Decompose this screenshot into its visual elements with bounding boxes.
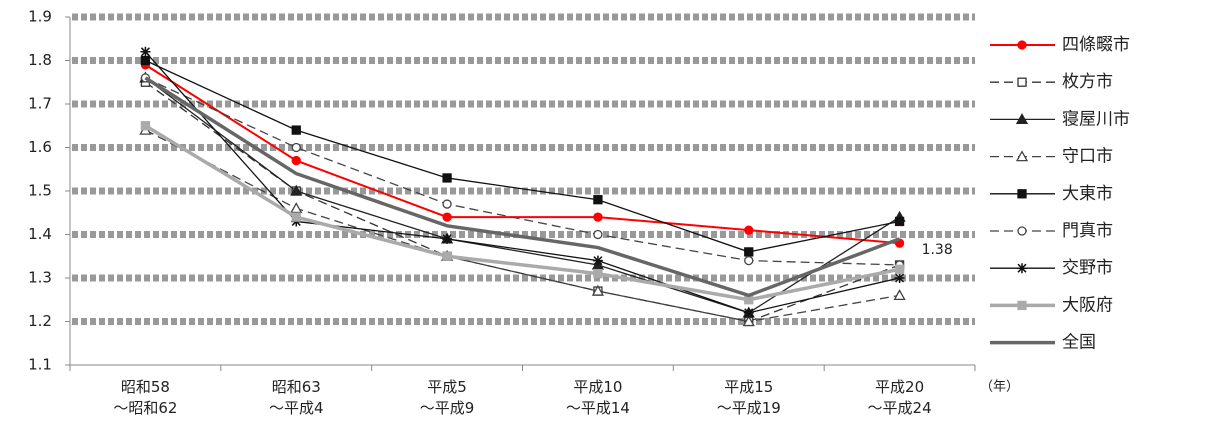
y-tick-label: 1.7 bbox=[28, 95, 52, 113]
x-tick-label: 平成10 ～平成14 bbox=[565, 378, 630, 417]
line bbox=[145, 59, 900, 253]
marker bbox=[1015, 150, 1029, 162]
marker bbox=[744, 225, 754, 235]
marker bbox=[1017, 40, 1027, 50]
line bbox=[145, 81, 900, 323]
legend-label: 枚方市 bbox=[1062, 72, 1113, 92]
marker bbox=[593, 195, 603, 205]
x-tick-label: 昭和58 ～昭和62 bbox=[113, 378, 178, 417]
marker bbox=[290, 202, 303, 214]
marker bbox=[893, 289, 906, 301]
y-tick-label: 1.9 bbox=[28, 8, 52, 26]
line bbox=[144, 64, 900, 245]
x-tick-label: 平成20 ～平成24 bbox=[867, 378, 932, 417]
legend-label: 守口市 bbox=[1062, 147, 1113, 167]
marker bbox=[291, 142, 301, 153]
line bbox=[145, 129, 900, 323]
marker bbox=[442, 199, 452, 209]
legend-label: 交野市 bbox=[1062, 258, 1113, 278]
marker bbox=[592, 255, 603, 266]
x-tick-label: 平成15 ～平成19 bbox=[716, 378, 781, 417]
legend-label: 全国 bbox=[1062, 333, 1096, 353]
x-tick-label: 昭和63 ～平成4 bbox=[268, 378, 324, 417]
marker bbox=[442, 233, 453, 244]
series bbox=[140, 121, 905, 305]
y-tick-label: 1.4 bbox=[28, 225, 52, 243]
y-tick-label: 1.8 bbox=[28, 51, 52, 69]
marker bbox=[894, 273, 905, 283]
marker bbox=[291, 125, 301, 135]
y-tick-label: 1.5 bbox=[28, 182, 52, 200]
marker bbox=[593, 212, 603, 222]
legend-label: 門真市 bbox=[1062, 221, 1113, 241]
marker bbox=[894, 216, 905, 227]
marker bbox=[593, 229, 603, 240]
line bbox=[144, 124, 900, 302]
series bbox=[140, 60, 905, 248]
marker bbox=[591, 284, 605, 296]
y-tick-label: 1.1 bbox=[28, 356, 52, 374]
series bbox=[140, 77, 905, 327]
legend-label: 寝屋川市 bbox=[1062, 108, 1130, 129]
marker bbox=[744, 247, 754, 257]
y-tick-label: 1.2 bbox=[28, 312, 52, 330]
series bbox=[140, 46, 905, 318]
legend-label: 四條畷市 bbox=[1062, 35, 1130, 55]
marker bbox=[140, 121, 151, 131]
marker bbox=[744, 255, 754, 266]
marker bbox=[442, 251, 452, 261]
x-tick-label: 平成5 ～平成9 bbox=[419, 378, 475, 417]
marker bbox=[1017, 77, 1027, 87]
marker bbox=[1017, 263, 1027, 274]
marker bbox=[593, 268, 603, 279]
marker bbox=[290, 184, 303, 196]
marker bbox=[894, 264, 905, 274]
legend-label: 大阪府 bbox=[1062, 295, 1113, 315]
marker bbox=[1015, 113, 1029, 125]
line bbox=[145, 77, 900, 266]
marker bbox=[140, 55, 151, 66]
marker bbox=[1017, 300, 1027, 311]
data-label: 1.38 bbox=[922, 242, 953, 258]
marker bbox=[743, 307, 754, 318]
marker bbox=[291, 155, 301, 166]
series bbox=[140, 55, 905, 257]
line bbox=[144, 51, 900, 314]
marker bbox=[1017, 226, 1027, 236]
marker bbox=[442, 173, 452, 183]
marker bbox=[742, 315, 755, 327]
marker bbox=[140, 46, 151, 57]
y-tick-label: 1.3 bbox=[28, 269, 52, 287]
legend-label: 大東市 bbox=[1062, 184, 1113, 204]
marker bbox=[291, 212, 301, 222]
marker bbox=[1017, 189, 1027, 199]
line bbox=[145, 77, 900, 314]
line bbox=[144, 76, 901, 298]
y-tick-label: 1.6 bbox=[28, 138, 52, 156]
x-axis-label: （年） bbox=[980, 380, 1019, 395]
series bbox=[139, 123, 906, 327]
marker bbox=[442, 212, 452, 222]
series bbox=[144, 76, 901, 298]
